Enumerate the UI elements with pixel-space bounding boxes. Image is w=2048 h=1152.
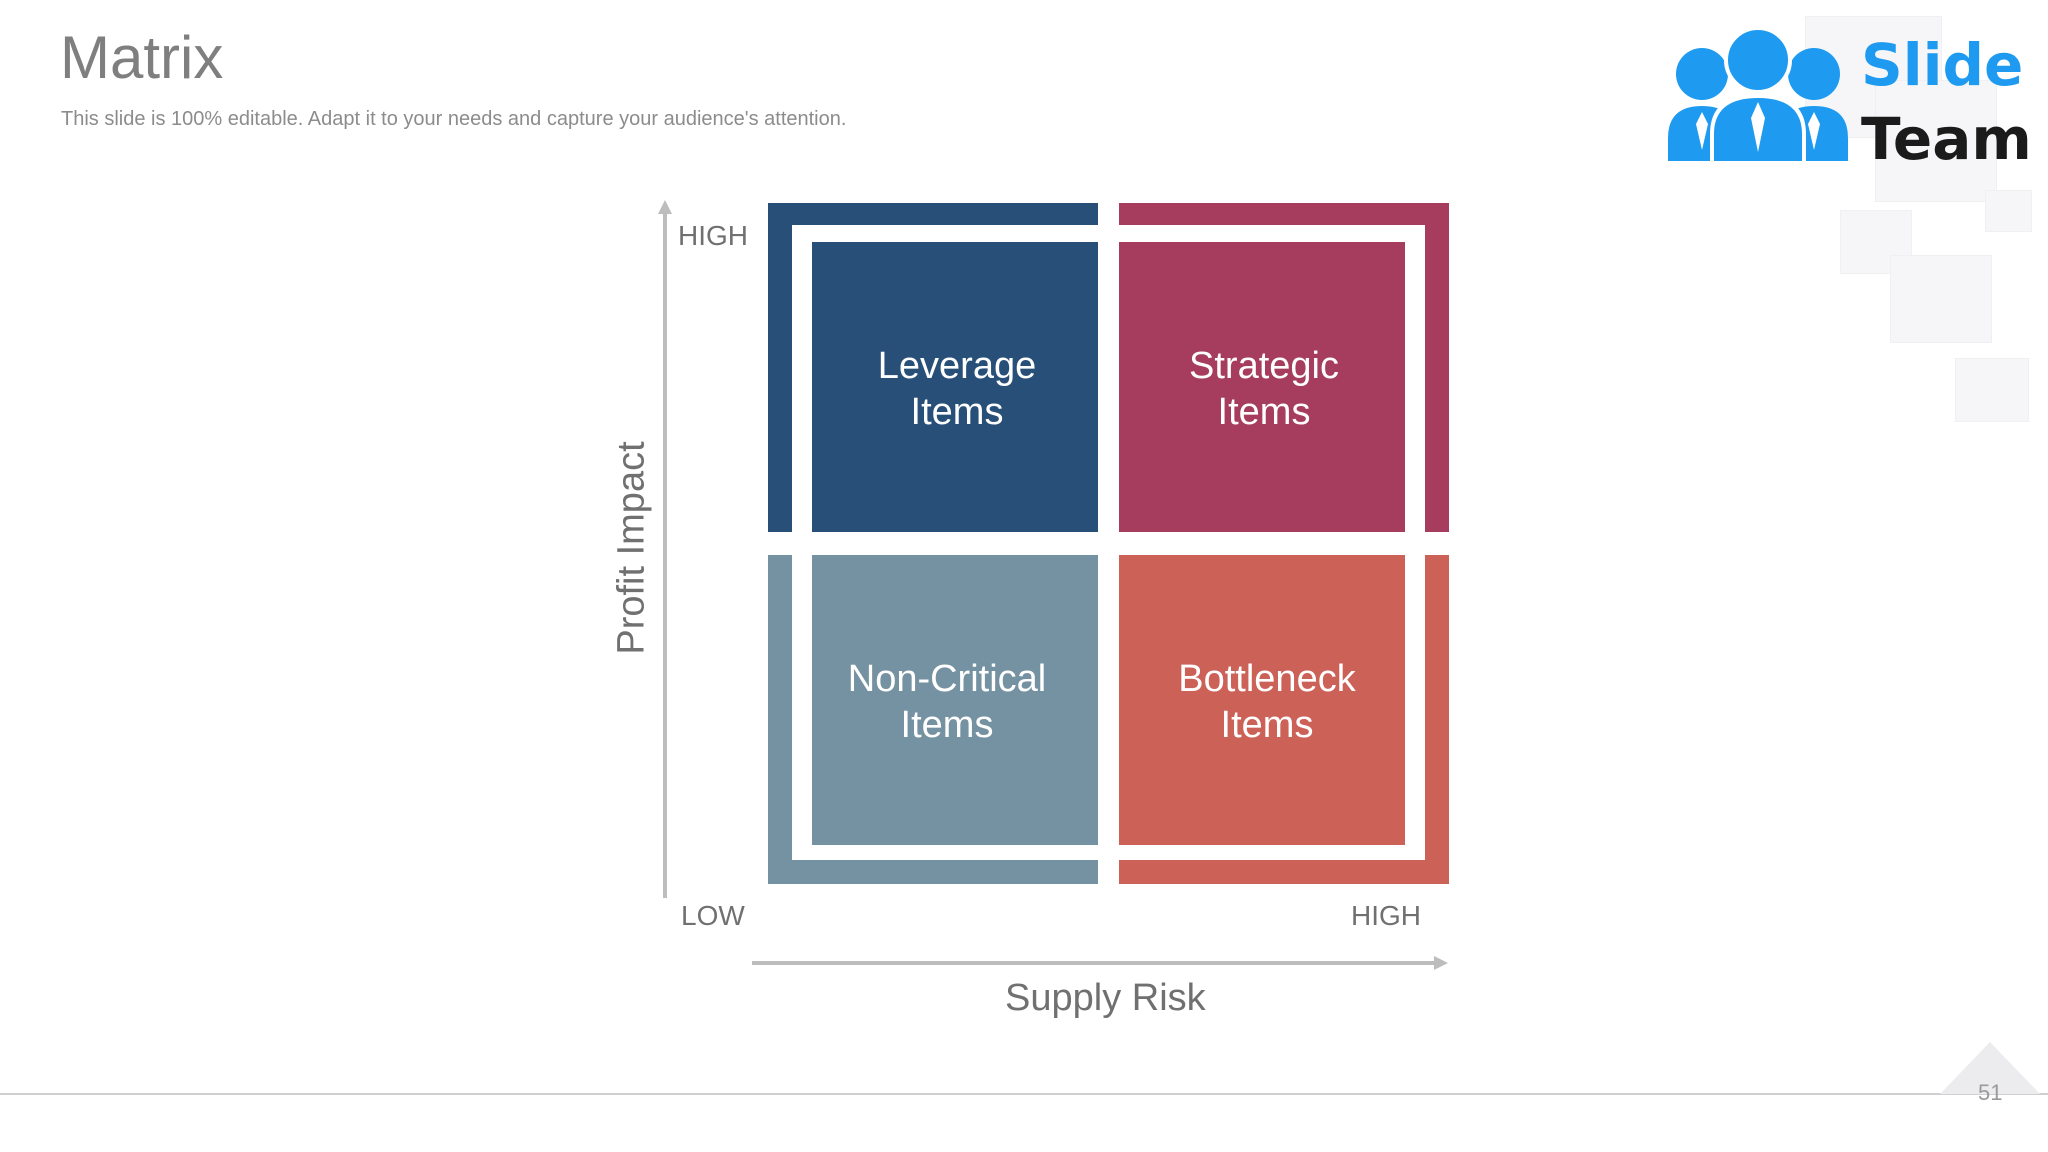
quadrant-bottleneck-label: Bottleneck Items	[1122, 656, 1412, 748]
footer-triangle-decoration	[1940, 1042, 2040, 1094]
quadrant-noncritical-line1: Non-Critical	[847, 658, 1047, 700]
quadrant-bottleneck-inner	[1119, 555, 1405, 845]
footer-divider	[0, 1093, 2048, 1095]
quadrant-strategic-line1: Strategic	[1189, 345, 1339, 387]
quadrant-bottleneck-line2: Items	[1220, 704, 1314, 746]
x-axis-high-label: HIGH	[1351, 900, 1421, 931]
quadrant-strategic-line2: Items	[1217, 391, 1311, 433]
quadrant-leverage-label: Leverage Items	[812, 343, 1102, 435]
y-axis-high-label: HIGH	[678, 220, 748, 251]
quadrant-noncritical-line2: Items	[900, 704, 994, 746]
matrix-graphic	[658, 200, 1449, 970]
decorative-square	[1875, 80, 1997, 202]
x-axis-arrow	[1434, 956, 1448, 970]
logo-word-team: Team	[1861, 105, 2032, 173]
kraljic-matrix: HIGH LOW HIGH Profit Impact Supply Risk …	[600, 190, 1500, 1070]
y-axis-title: Profit Impact	[610, 441, 653, 655]
decorative-square	[1955, 358, 2029, 422]
page-number: 51	[1978, 1080, 2003, 1105]
x-axis-title: Supply Risk	[1005, 977, 1206, 1019]
people-group-icon	[1668, 26, 1848, 165]
quadrant-strategic-inner	[1119, 242, 1405, 532]
quadrant-bottleneck-line1: Bottleneck	[1178, 658, 1356, 700]
y-axis-arrow	[658, 200, 672, 214]
quadrant-leverage-line1: Leverage	[877, 345, 1037, 387]
quadrant-leverage-line2: Items	[910, 391, 1004, 433]
quadrant-noncritical-inner	[812, 555, 1098, 845]
x-axis-low-label: LOW	[681, 900, 745, 931]
slideteam-logo: Slide Team	[1660, 26, 2032, 168]
quadrant-strategic-label: Strategic Items	[1119, 343, 1409, 435]
logo-word-slide: Slide	[1861, 31, 2024, 99]
decorative-square	[1890, 255, 1992, 343]
slide-title: Matrix	[60, 24, 224, 91]
slide-subtitle: This slide is 100% editable. Adapt it to…	[61, 108, 847, 130]
quadrant-noncritical-label: Non-Critical Items	[802, 656, 1092, 748]
decorative-square	[1985, 190, 2032, 232]
quadrant-leverage-inner	[812, 242, 1098, 532]
